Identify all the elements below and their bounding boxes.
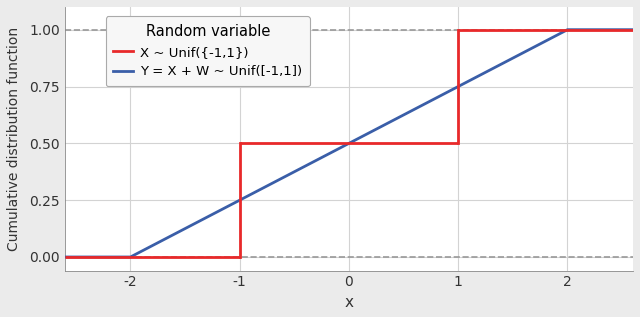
Y-axis label: Cumulative distribution function: Cumulative distribution function xyxy=(7,27,21,251)
X-axis label: x: x xyxy=(344,295,353,310)
Legend: X ~ Unif({-1,1}), Y = X + W ~ Unif([-1,1]): X ~ Unif({-1,1}), Y = X + W ~ Unif([-1,1… xyxy=(106,16,310,86)
